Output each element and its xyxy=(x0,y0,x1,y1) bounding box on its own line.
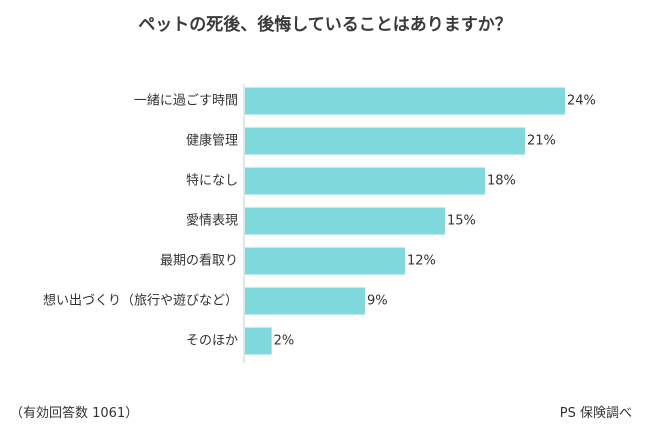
sample-size-note: （有効回答数 1061） xyxy=(10,406,139,421)
bar xyxy=(245,247,405,275)
bar xyxy=(245,327,272,355)
bar xyxy=(245,167,485,195)
bar xyxy=(245,207,445,235)
source-note: PS 保険調べ xyxy=(559,406,632,421)
category-label: 最期の看取り xyxy=(160,253,238,269)
data-label: 21% xyxy=(527,134,556,149)
category-label: 愛情表現 xyxy=(186,214,238,229)
data-label: 12% xyxy=(407,254,436,269)
chart-title: ペットの死後、後悔していることはありますか？ xyxy=(138,15,512,35)
category-label: そのほか xyxy=(186,334,238,349)
category-label: 想い出づくり（旅行や遊びなど） xyxy=(43,293,238,309)
category-label: 健康管理 xyxy=(186,133,238,149)
bar xyxy=(245,87,565,115)
data-label: 9% xyxy=(367,294,388,309)
data-label: 24% xyxy=(567,94,596,109)
data-label: 18% xyxy=(487,174,516,189)
data-label: 2% xyxy=(274,334,295,349)
category-label: 一緒に過ごす時間 xyxy=(134,93,238,109)
data-label: 15% xyxy=(447,214,476,229)
bar xyxy=(245,127,525,155)
category-label: 特になし xyxy=(186,174,238,189)
bar xyxy=(245,287,365,315)
